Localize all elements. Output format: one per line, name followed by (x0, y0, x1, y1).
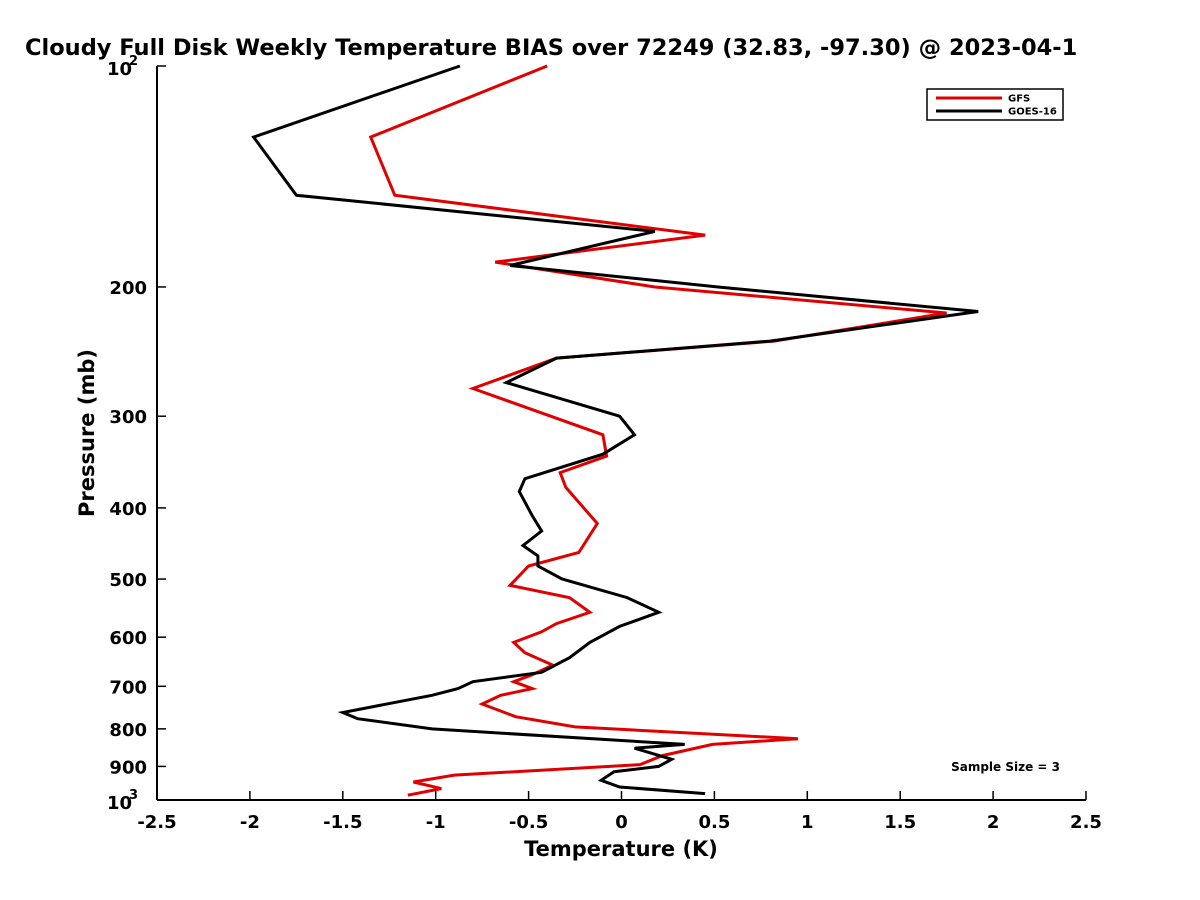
x-tick-label: 0 (615, 812, 628, 833)
legend-box (926, 88, 1064, 121)
x-tick-label: -1.5 (323, 812, 362, 833)
y-tick-label: 700 (109, 677, 147, 698)
axes (156, 66, 1086, 801)
x-tick-label: 0.5 (698, 812, 730, 833)
legend-label: GOES-16 (1008, 107, 1057, 118)
sample-size-annotation: Sample Size = 3 (951, 760, 1060, 774)
x-tick-label: 2.5 (1070, 812, 1102, 833)
y-tick-base: 10 (107, 59, 132, 80)
x-axis-label: Temperature (K) (524, 837, 718, 861)
y-tick-label: 800 (109, 720, 147, 741)
x-tick-label: -1 (426, 812, 446, 833)
legend: GFS GOES-16 (926, 88, 1064, 121)
x-tick-label: -2 (240, 812, 260, 833)
y-tick-label: 500 (109, 570, 147, 591)
x-tick-label: 2 (987, 812, 1000, 833)
series-line-gfs (368, 64, 947, 797)
y-tick-base: 10 (107, 793, 132, 814)
y-tick-label-power: 103 (107, 788, 138, 814)
x-tick-label: -2.5 (137, 812, 176, 833)
legend-label: GFS (1008, 94, 1030, 105)
x-ticks: -2.5 -2 -1.5 -1 -0.5 0 0.5 1 1.5 2 2.5 (137, 791, 1102, 833)
y-tick-exponent: 3 (129, 788, 138, 803)
x-tick-label: -0.5 (509, 812, 548, 833)
series-line-goes-16 (251, 64, 979, 796)
plot-series (251, 64, 979, 797)
x-tick-label: 1 (801, 812, 814, 833)
y-tick-exponent: 2 (129, 54, 138, 69)
chart-title: Cloudy Full Disk Weekly Temperature BIAS… (25, 35, 1077, 61)
y-tick-label-power: 102 (107, 54, 138, 80)
y-axis-label: Pressure (mb) (75, 349, 99, 517)
y-tick-label: 900 (109, 757, 147, 778)
x-tick-label: 1.5 (884, 812, 916, 833)
y-tick-label: 400 (109, 499, 147, 520)
y-tick-label: 200 (109, 278, 147, 299)
y-tick-label: 300 (109, 407, 147, 428)
y-tick-label: 600 (109, 628, 147, 649)
